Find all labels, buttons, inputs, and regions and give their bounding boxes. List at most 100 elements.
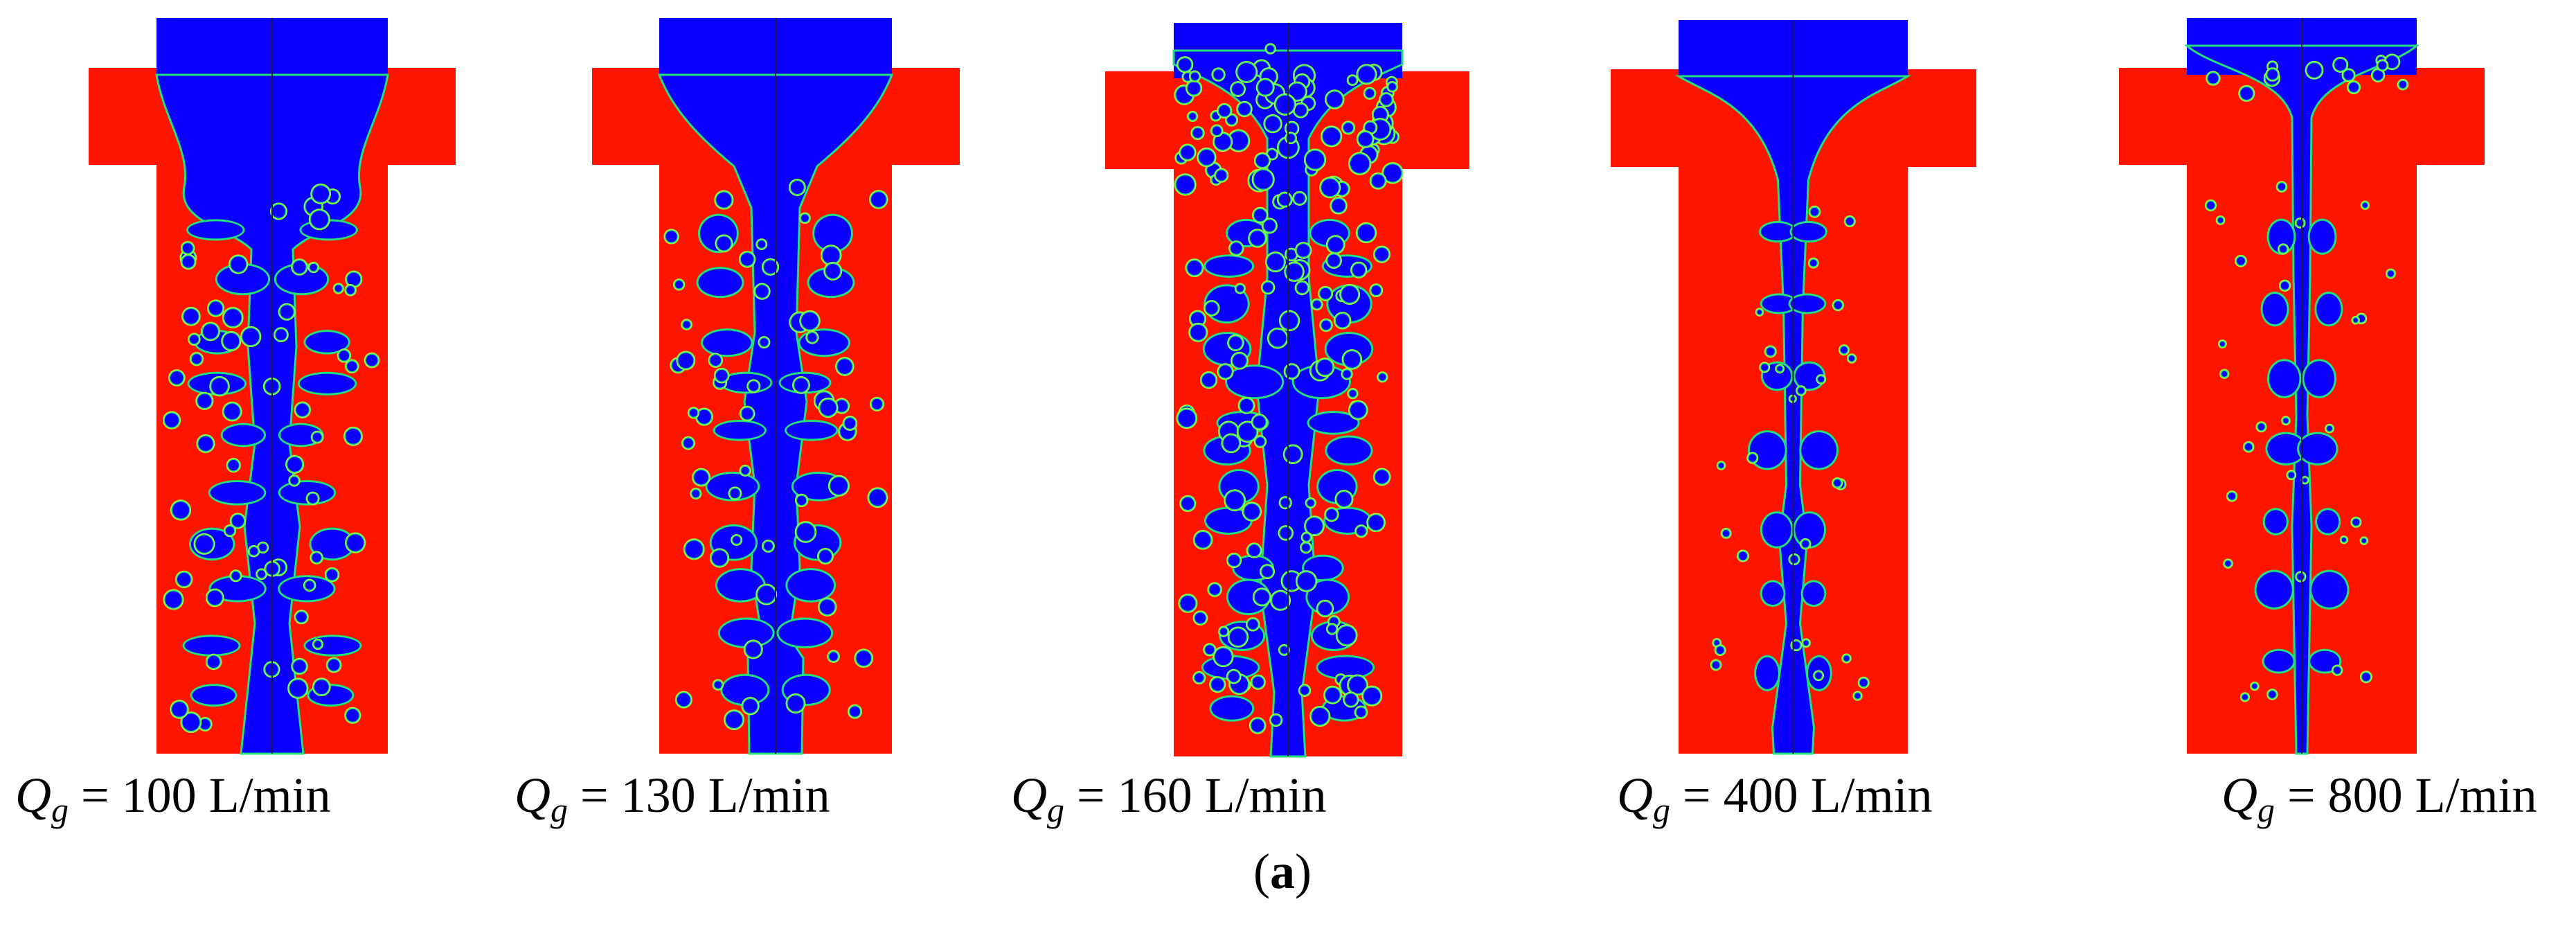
gas-bubble xyxy=(2307,62,2322,78)
panel-label-2: Qg = 130 L/min xyxy=(515,768,830,827)
gas-bubble xyxy=(1845,218,1854,225)
gas-bubble xyxy=(1199,150,1215,166)
simulation-panel-5 xyxy=(2119,18,2485,755)
plume-lobe xyxy=(222,425,265,445)
gas-bubble xyxy=(1368,515,1384,531)
gas-bubble xyxy=(1318,601,1332,616)
gas-bubble xyxy=(1815,672,1823,680)
gas-bubble xyxy=(2257,423,2265,431)
gas-bubble xyxy=(1206,302,1218,314)
gas-bubble xyxy=(844,418,856,429)
gas-bubble xyxy=(1363,687,1381,704)
gas-bubble xyxy=(203,323,218,339)
gas-bubble xyxy=(1373,107,1387,121)
gas-bubble xyxy=(1859,678,1868,687)
gas-bubble xyxy=(2269,691,2276,698)
gas-bubble xyxy=(170,371,184,384)
gas-bubble xyxy=(2352,518,2360,526)
gas-bubble xyxy=(796,495,807,506)
gas-bubble xyxy=(1252,676,1264,688)
gas-bubble xyxy=(760,338,769,347)
gas-bubble xyxy=(829,652,838,661)
gas-bubble xyxy=(1321,320,1331,330)
gas-bubble xyxy=(242,328,260,346)
gas-bubble xyxy=(1325,687,1340,702)
plume-lobe xyxy=(210,481,265,504)
gas-bubble xyxy=(1280,312,1298,330)
plume-lobe xyxy=(1760,222,1795,241)
gas-bubble xyxy=(1228,554,1240,567)
gas-bubble xyxy=(2283,418,2289,424)
gas-bubble xyxy=(1190,72,1199,80)
gas-bubble xyxy=(2228,493,2236,500)
gas-bubble xyxy=(870,192,886,207)
plume-lobe xyxy=(2267,434,2305,463)
plume-lobe xyxy=(787,570,834,601)
gas-bubble xyxy=(1748,454,1757,462)
gas-bubble xyxy=(692,490,700,498)
plume-lobe xyxy=(1318,657,1373,678)
gas-bubble xyxy=(293,260,306,274)
gas-bubble xyxy=(1294,104,1307,116)
gas-bubble xyxy=(182,713,200,732)
gas-bubble xyxy=(1790,555,1798,564)
gas-bubble xyxy=(334,285,342,292)
gas-bubble xyxy=(2361,538,2366,543)
gas-bubble xyxy=(794,378,808,392)
gas-bubble xyxy=(1255,154,1269,168)
gas-bubble xyxy=(1718,463,1724,468)
plume-lobe xyxy=(1309,413,1358,433)
gas-bubble xyxy=(312,553,321,562)
flow-value: = 130 L/min xyxy=(568,768,830,823)
gas-bubble xyxy=(2280,281,2289,290)
gas-bubble xyxy=(1798,387,1805,394)
gas-bubble xyxy=(190,335,199,344)
plume-lobe xyxy=(809,269,853,296)
plume-lobe xyxy=(211,577,265,601)
gas-bubble xyxy=(2343,70,2354,80)
gas-bubble xyxy=(1840,346,1848,354)
plume-lobe xyxy=(1211,697,1253,720)
gas-bubble xyxy=(820,599,835,614)
plume-lobe xyxy=(698,269,742,296)
gas-bubble xyxy=(296,612,307,623)
gas-bubble xyxy=(1809,259,1817,267)
gas-bubble xyxy=(787,695,804,711)
simulation-panel-2 xyxy=(592,18,960,755)
gas-bubble xyxy=(1349,390,1357,398)
gas-bubble xyxy=(749,381,759,391)
gas-bubble xyxy=(1181,497,1195,510)
gas-bubble xyxy=(1738,551,1747,560)
gas-bubble xyxy=(1381,94,1392,105)
gas-bubble xyxy=(1285,365,1298,378)
gas-bubble xyxy=(177,572,191,587)
gas-bubble xyxy=(694,470,708,485)
gas-bubble xyxy=(1247,619,1258,630)
gas-bubble xyxy=(1195,612,1206,624)
gas-bubble xyxy=(2242,694,2248,700)
gas-bubble xyxy=(1343,370,1351,378)
gas-bubble xyxy=(314,641,322,648)
plume-lobe xyxy=(787,421,837,439)
gas-bubble xyxy=(1255,437,1265,446)
gas-bubble xyxy=(1810,207,1819,216)
gas-bubble xyxy=(869,489,886,506)
gas-bubble xyxy=(1219,365,1232,378)
gas-bubble xyxy=(1187,82,1201,95)
plume-lobe xyxy=(1762,582,1784,605)
plume-lobe xyxy=(2309,220,2335,253)
gas-bubble xyxy=(197,393,212,408)
gas-bubble xyxy=(764,542,773,551)
gas-bubble xyxy=(1238,103,1251,116)
gas-bubble xyxy=(871,398,882,409)
gas-bubble xyxy=(1343,123,1354,133)
plume-lobe xyxy=(1790,295,1825,312)
gas-bubble xyxy=(1327,91,1343,107)
gas-bubble xyxy=(2280,245,2287,253)
plume-lobe xyxy=(1206,508,1251,533)
gas-bubble xyxy=(1320,287,1332,299)
plume-lobe xyxy=(1756,657,1779,689)
gas-bubble xyxy=(1777,366,1783,372)
gas-bubble xyxy=(1716,646,1724,654)
gas-bubble xyxy=(1226,491,1244,510)
